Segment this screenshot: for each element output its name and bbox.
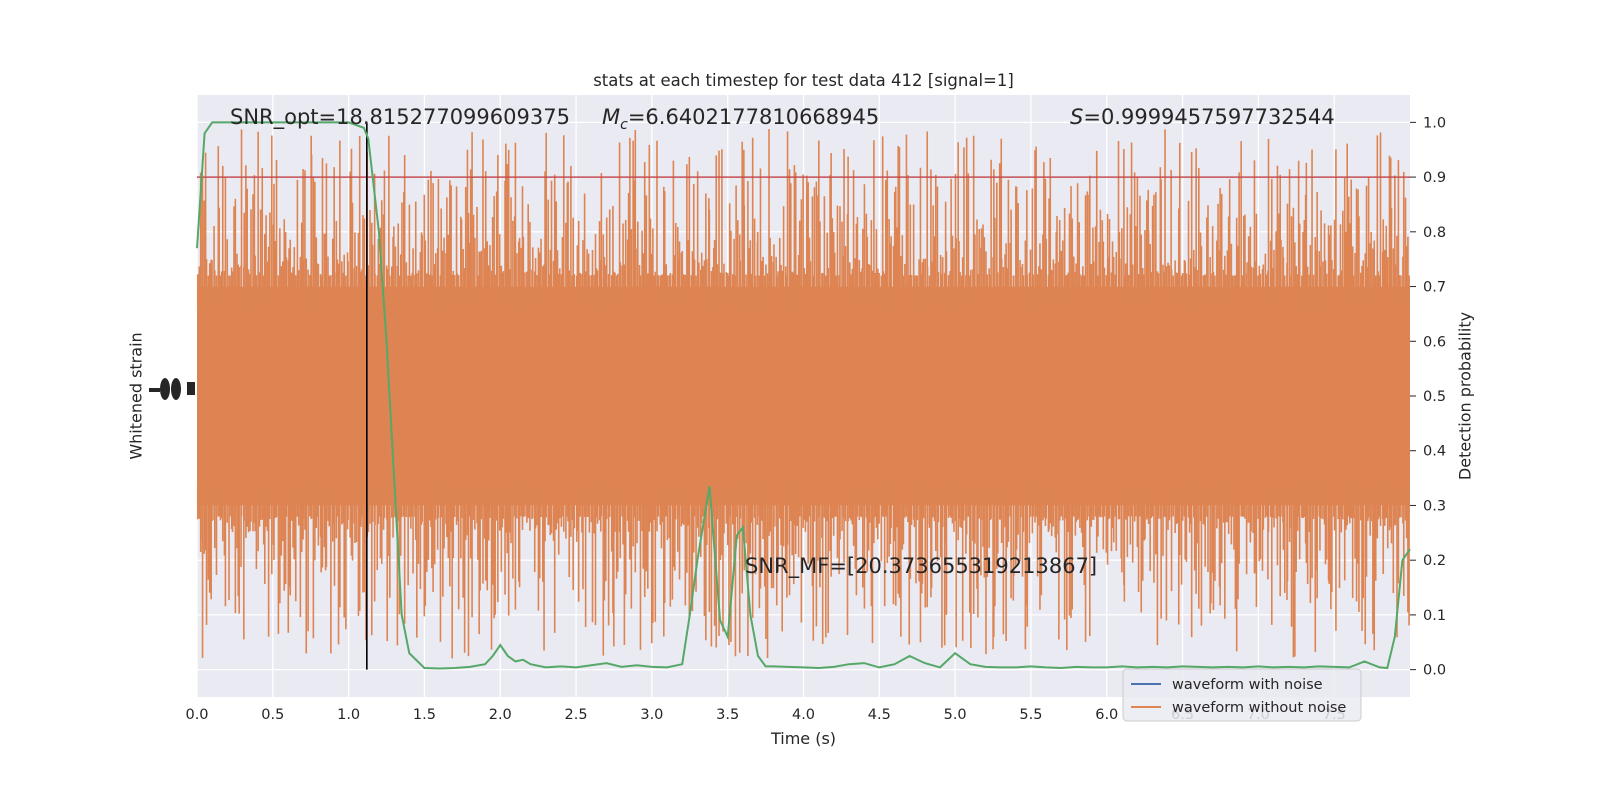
x-tick-label: 2.0 <box>489 707 512 723</box>
legend-box <box>1122 668 1362 722</box>
left-tick-label-blob <box>171 378 181 400</box>
y-axis-right-label: Detection probability <box>1456 312 1475 480</box>
annotation-snr-mf: SNR_MF=[20.373655319213867] <box>745 554 1097 579</box>
legend-label-without-noise: waveform without noise <box>1172 700 1346 716</box>
y-axis-right-ticks: 0.0 0.1 0.2 0.3 0.4 0.5 0.6 0.7 0.8 0.9 1.0 <box>1410 115 1446 679</box>
series-detection-probability <box>196 121 1411 670</box>
x-tick-label: 1.0 <box>337 707 360 723</box>
annotation-chirp-mass-value: =6.6402177810668945 <box>628 105 879 129</box>
y-tick-label: 0.7 <box>1423 280 1446 296</box>
annotation-s-value: =0.9999457597732544 <box>1083 105 1334 129</box>
legend-label-with-noise: waveform with noise <box>1172 677 1323 693</box>
y-tick-label: 0.0 <box>1423 663 1446 679</box>
chart-title: stats at each timestep for test data 412… <box>593 71 1014 90</box>
left-tick-label-blob <box>160 378 170 400</box>
legend: waveform with noise waveform without noi… <box>1122 668 1362 722</box>
y-axis-left-label: Whitened strain <box>127 332 146 459</box>
y-tick-label: 0.4 <box>1423 444 1446 460</box>
annotation-s-symbol: S <box>1070 105 1083 129</box>
annotation-chirp-mass: Mc=6.6402177810668945 <box>602 105 879 133</box>
detection-probability-line <box>196 121 1411 670</box>
left-tick-mark <box>149 388 160 392</box>
y-tick-label: 0.9 <box>1423 170 1446 186</box>
y-tick-label: 0.2 <box>1423 553 1446 569</box>
x-tick-label: 6.0 <box>1095 707 1118 723</box>
y-tick-label: 0.3 <box>1423 498 1446 514</box>
y-tick-label: 0.1 <box>1423 608 1446 624</box>
annotation-s: S=0.9999457597732544 <box>1070 105 1335 129</box>
annotation-snr-opt: SNR_opt=18.815277099609375 <box>230 105 570 130</box>
x-tick-label: 3.0 <box>640 707 663 723</box>
x-tick-label: 0.5 <box>261 707 284 723</box>
y-tick-label: 0.6 <box>1423 334 1446 350</box>
series-waveform-without-noise <box>196 129 1410 659</box>
x-tick-label: 4.0 <box>792 707 815 723</box>
y-tick-label: 0.5 <box>1423 389 1446 405</box>
left-tick-mark <box>187 382 195 395</box>
y-tick-label: 1.0 <box>1423 115 1446 131</box>
x-axis-label: Time (s) <box>770 729 836 748</box>
left-axis-tick-cluster <box>149 378 195 400</box>
x-tick-label: 4.5 <box>868 707 891 723</box>
x-tick-label: 1.5 <box>413 707 436 723</box>
waveform-band <box>197 286 1410 506</box>
x-tick-label: 5.5 <box>1019 707 1042 723</box>
annotation-chirp-mass-symbol: M <box>602 105 620 129</box>
x-tick-label: 0.0 <box>185 707 208 723</box>
x-tick-label: 2.5 <box>565 707 588 723</box>
y-tick-label: 0.8 <box>1423 225 1446 241</box>
annotation-chirp-mass-subscript: c <box>620 117 628 133</box>
x-tick-label: 5.0 <box>944 707 967 723</box>
x-tick-label: 3.5 <box>716 707 739 723</box>
